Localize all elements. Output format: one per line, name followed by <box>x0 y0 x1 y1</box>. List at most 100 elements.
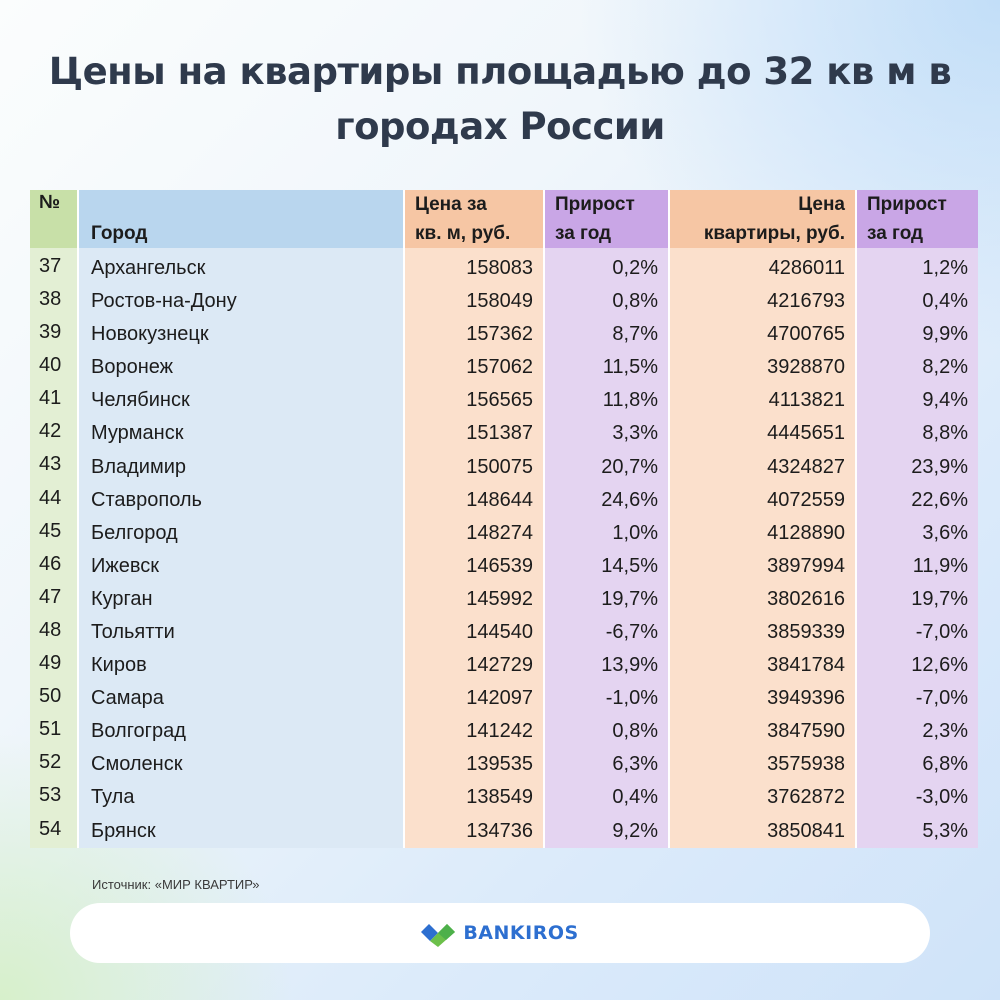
cell-price-total: 4216793 <box>669 285 857 319</box>
cell-price-total: 4445651 <box>669 417 857 451</box>
cell-num: 38 <box>30 285 79 319</box>
cell-growth-sqm: 3,3% <box>544 417 670 451</box>
cell-growth-total: 19,7% <box>856 582 978 616</box>
cell-num: 50 <box>30 682 79 716</box>
cell-growth-total: 9,4% <box>856 384 978 418</box>
cell-num: 54 <box>30 814 79 848</box>
table-row: 47 Курган 145992 19,7% 3802616 19,7% <box>30 582 978 616</box>
cell-price-total: 4072559 <box>669 483 857 517</box>
table-row: 41 Челябинск 156565 11,8% 4113821 9,4% <box>30 384 978 418</box>
cell-price-sqm: 138549 <box>404 781 545 815</box>
cell-price-total: 4286011 <box>669 248 857 285</box>
cell-growth-sqm: 11,8% <box>544 384 670 418</box>
table-row: 54 Брянск 134736 9,2% 3850841 5,3% <box>30 814 978 848</box>
cell-growth-total: -7,0% <box>856 682 978 716</box>
cell-num: 44 <box>30 483 79 517</box>
cell-city: Самара <box>78 682 405 716</box>
cell-num: 40 <box>30 351 79 385</box>
header-growth-sqm-line2: за год <box>555 223 612 244</box>
cell-growth-sqm: 1,0% <box>544 516 670 550</box>
cell-num: 39 <box>30 318 79 352</box>
cell-price-sqm: 157362 <box>404 318 545 352</box>
cell-city: Киров <box>78 649 405 683</box>
cell-city: Брянск <box>78 814 405 848</box>
brand-name: BANKIROS <box>463 922 579 944</box>
cell-price-total: 3897994 <box>669 549 857 583</box>
cell-price-sqm: 144540 <box>404 615 545 650</box>
cell-num: 37 <box>30 248 79 285</box>
cell-num: 46 <box>30 549 79 583</box>
cell-price-total: 3802616 <box>669 582 857 616</box>
cell-growth-sqm: 14,5% <box>544 549 670 583</box>
table-row: 42 Мурманск 151387 3,3% 4445651 8,8% <box>30 417 978 451</box>
cell-growth-sqm: 8,7% <box>544 318 670 352</box>
header-price-sqm-line2: кв. м, руб. <box>415 223 511 244</box>
brand[interactable]: BANKIROS <box>421 919 578 947</box>
cell-price-total: 3949396 <box>669 682 857 716</box>
footer-bar: BANKIROS <box>70 903 930 963</box>
header-city: Город <box>78 190 405 248</box>
cell-price-total: 3762872 <box>669 781 857 815</box>
table-row: 52 Смоленск 139535 6,3% 3575938 6,8% <box>30 748 978 782</box>
cell-growth-total: 8,2% <box>856 351 978 385</box>
cell-growth-total: 22,6% <box>856 483 978 517</box>
cell-growth-sqm: -1,0% <box>544 682 670 716</box>
table-row: 45 Белгород 148274 1,0% 4128890 3,6% <box>30 516 978 550</box>
cell-growth-sqm: -6,7% <box>544 615 670 650</box>
cell-num: 47 <box>30 582 79 616</box>
table-row: 43 Владимир 150075 20,7% 4324827 23,9% <box>30 450 978 484</box>
cell-price-sqm: 139535 <box>404 748 545 782</box>
cell-price-sqm: 148274 <box>404 516 545 550</box>
header-price-total-line1: Цена <box>798 194 845 215</box>
cell-growth-total: 3,6% <box>856 516 978 550</box>
cell-price-total: 3928870 <box>669 351 857 385</box>
cell-price-total: 4324827 <box>669 450 857 484</box>
header-growth-sqm-line1: Прирост <box>555 194 635 215</box>
header-growth-total-line2: за год <box>867 223 924 244</box>
table-row: 48 Тольятти 144540 -6,7% 3859339 -7,0% <box>30 615 978 650</box>
cell-price-sqm: 156565 <box>404 384 545 418</box>
cell-num: 48 <box>30 615 79 650</box>
cell-city: Волгоград <box>78 715 405 749</box>
table-body: 37 Архангельск 158083 0,2% 4286011 1,2% 38 Рост… <box>30 248 978 848</box>
cell-price-sqm: 141242 <box>404 715 545 749</box>
cell-num: 49 <box>30 649 79 683</box>
cell-price-sqm: 158049 <box>404 285 545 319</box>
price-table-container: № Город Цена за кв. м, руб. Прирост за г… <box>30 190 978 848</box>
cell-growth-sqm: 24,6% <box>544 483 670 517</box>
cell-num: 42 <box>30 417 79 451</box>
cell-city: Ставрополь <box>78 483 405 517</box>
table-row: 50 Самара 142097 -1,0% 3949396 -7,0% <box>30 682 978 716</box>
cell-city: Белгород <box>78 516 405 550</box>
table-row: 53 Тула 138549 0,4% 3762872 -3,0% <box>30 781 978 815</box>
cell-growth-total: 1,2% <box>856 248 978 285</box>
cell-city: Ижевск <box>78 549 405 583</box>
cell-city: Тольятти <box>78 615 405 650</box>
table-header-row: № Город Цена за кв. м, руб. Прирост за г… <box>30 190 978 248</box>
cell-growth-total: 5,3% <box>856 814 978 848</box>
table-row: 49 Киров 142729 13,9% 3841784 12,6% <box>30 649 978 683</box>
cell-price-sqm: 142097 <box>404 682 545 716</box>
table-row: 51 Волгоград 141242 0,8% 3847590 2,3% <box>30 715 978 749</box>
cell-growth-total: 6,8% <box>856 748 978 782</box>
cell-city: Челябинск <box>78 384 405 418</box>
cell-growth-total: 0,4% <box>856 285 978 319</box>
cell-city: Архангельск <box>78 248 405 285</box>
cell-price-sqm: 142729 <box>404 649 545 683</box>
cell-num: 51 <box>30 715 79 749</box>
cell-growth-sqm: 9,2% <box>544 814 670 848</box>
cell-growth-total: 8,8% <box>856 417 978 451</box>
cell-city: Мурманск <box>78 417 405 451</box>
source-note: Источник: «МИР КВАРТИР» <box>92 877 260 892</box>
cell-price-sqm: 148644 <box>404 483 545 517</box>
table-row: 40 Воронеж 157062 11,5% 3928870 8,2% <box>30 351 978 385</box>
cell-price-total: 4128890 <box>669 516 857 550</box>
cell-growth-total: 2,3% <box>856 715 978 749</box>
cell-city: Ростов-на-Дону <box>78 285 405 319</box>
header-num: № <box>30 190 79 248</box>
cell-growth-sqm: 11,5% <box>544 351 670 385</box>
cell-price-sqm: 158083 <box>404 248 545 285</box>
cell-price-total: 4700765 <box>669 318 857 352</box>
header-price-sqm: Цена за кв. м, руб. <box>404 190 545 248</box>
cell-growth-total: -3,0% <box>856 781 978 815</box>
